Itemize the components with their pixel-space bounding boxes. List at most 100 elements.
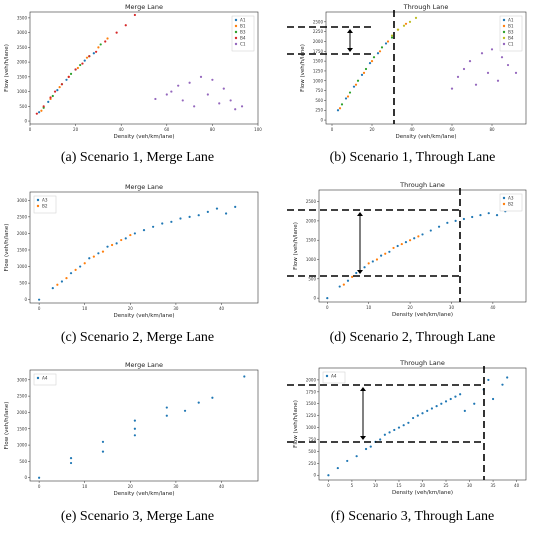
data-point bbox=[133, 434, 136, 437]
data-point bbox=[471, 215, 474, 219]
x-tick-label: 20 bbox=[73, 127, 79, 132]
legend-label: B4 bbox=[240, 36, 246, 41]
x-tick-label: 0 bbox=[38, 484, 41, 489]
data-point bbox=[58, 86, 61, 89]
y-tick-label: 500 bbox=[19, 104, 27, 109]
data-point bbox=[99, 43, 102, 46]
series-B4 bbox=[390, 16, 418, 37]
data-point bbox=[404, 22, 408, 25]
data-point bbox=[354, 83, 358, 86]
y-tick-label: 0 bbox=[313, 296, 316, 301]
data-point bbox=[165, 414, 168, 417]
data-point bbox=[390, 34, 394, 37]
data-point bbox=[380, 46, 384, 49]
legend-marker bbox=[502, 196, 506, 200]
data-point bbox=[88, 55, 91, 58]
data-point bbox=[463, 409, 466, 412]
data-point bbox=[224, 212, 228, 215]
data-point bbox=[60, 83, 64, 86]
reference-lines bbox=[287, 10, 395, 124]
x-axis-label: Density (veh/km/lane) bbox=[113, 491, 174, 497]
data-point bbox=[60, 280, 64, 283]
legend-marker bbox=[234, 30, 238, 34]
legend-marker bbox=[502, 18, 506, 22]
arrow-head-up bbox=[360, 387, 366, 391]
y-tick-label: 0 bbox=[313, 473, 316, 478]
x-tick-label: 10 bbox=[82, 484, 88, 489]
data-point bbox=[165, 93, 168, 96]
data-point bbox=[69, 272, 73, 275]
data-point bbox=[429, 229, 432, 232]
data-point bbox=[506, 376, 509, 379]
panel-d: Through Lane 0 10 20 30 40 0 500 1000 1500 2000 250… bbox=[275, 178, 550, 356]
panel-e: Merge Lane 0 10 20 30 40 0 500 1000 1500 2000 2500 3… bbox=[0, 356, 275, 533]
y-tick-label: 0 bbox=[24, 475, 27, 480]
arrow-head-up bbox=[347, 29, 353, 33]
data-point bbox=[480, 52, 484, 55]
y-tick-label: 500 bbox=[315, 98, 323, 103]
chart-title: Through Lane bbox=[403, 3, 449, 11]
y-tick-label: 750 bbox=[315, 88, 323, 93]
y-tick-label: 2000 bbox=[17, 410, 28, 415]
data-point bbox=[85, 56, 89, 59]
legend-marker bbox=[502, 202, 506, 206]
panel-a: Merge Lane 0 20 40 60 80 100 0 500 1000 1500 2000 25… bbox=[0, 0, 275, 178]
x-tick-label: 20 bbox=[420, 483, 426, 488]
data-point bbox=[360, 73, 364, 76]
reference-lines bbox=[287, 188, 461, 302]
data-point bbox=[351, 275, 354, 278]
data-point bbox=[124, 24, 127, 27]
data-point bbox=[440, 402, 443, 405]
data-point bbox=[142, 229, 146, 232]
data-point bbox=[183, 409, 187, 412]
data-point bbox=[177, 84, 180, 87]
data-point bbox=[380, 254, 383, 257]
data-point bbox=[326, 297, 329, 300]
data-point bbox=[495, 214, 499, 217]
data-point bbox=[348, 91, 352, 94]
caption-b: (b) Scenario 1, Through Lane bbox=[329, 150, 496, 165]
data-point bbox=[222, 87, 225, 90]
data-point bbox=[437, 225, 441, 228]
data-point bbox=[240, 105, 244, 108]
data-point bbox=[462, 217, 465, 221]
data-point bbox=[474, 83, 478, 86]
data-point bbox=[69, 461, 73, 465]
data-point bbox=[346, 279, 350, 282]
y-tick-label: 1500 bbox=[306, 238, 317, 243]
y-tick-label: 500 bbox=[19, 281, 27, 286]
data-point bbox=[506, 63, 510, 67]
legend-label: B2 bbox=[508, 202, 514, 207]
data-point bbox=[115, 31, 118, 34]
x-axis-label: Density (veh/km/lane) bbox=[392, 312, 453, 318]
data-point bbox=[402, 24, 406, 27]
x-tick-label: 40 bbox=[514, 483, 520, 488]
caption-a: (a) Scenario 1, Merge Lane bbox=[60, 150, 215, 165]
data-point bbox=[454, 219, 457, 222]
legend-label: A1 bbox=[508, 18, 514, 23]
data-point bbox=[462, 67, 466, 71]
x-tick-label: 40 bbox=[219, 306, 225, 311]
data-point bbox=[459, 393, 462, 396]
series-A3 bbox=[38, 205, 237, 301]
data-point bbox=[490, 48, 494, 51]
data-point bbox=[487, 212, 490, 215]
data-point bbox=[197, 214, 200, 217]
legend: A4 bbox=[322, 371, 346, 384]
y-tick-label: 2250 bbox=[313, 29, 324, 34]
data-point bbox=[378, 50, 382, 53]
data-point bbox=[496, 79, 500, 82]
data-point bbox=[491, 397, 495, 401]
data-point bbox=[243, 375, 246, 378]
y-tick-label: 3000 bbox=[17, 30, 28, 35]
legend-marker bbox=[234, 36, 238, 40]
data-point bbox=[346, 95, 350, 98]
data-point bbox=[154, 97, 157, 101]
data-point bbox=[426, 409, 429, 412]
legend-label: B2 bbox=[42, 204, 48, 209]
x-tick-label: 25 bbox=[443, 483, 449, 488]
data-point bbox=[92, 52, 95, 55]
data-point bbox=[487, 378, 490, 382]
legend-label: C1 bbox=[240, 42, 246, 47]
